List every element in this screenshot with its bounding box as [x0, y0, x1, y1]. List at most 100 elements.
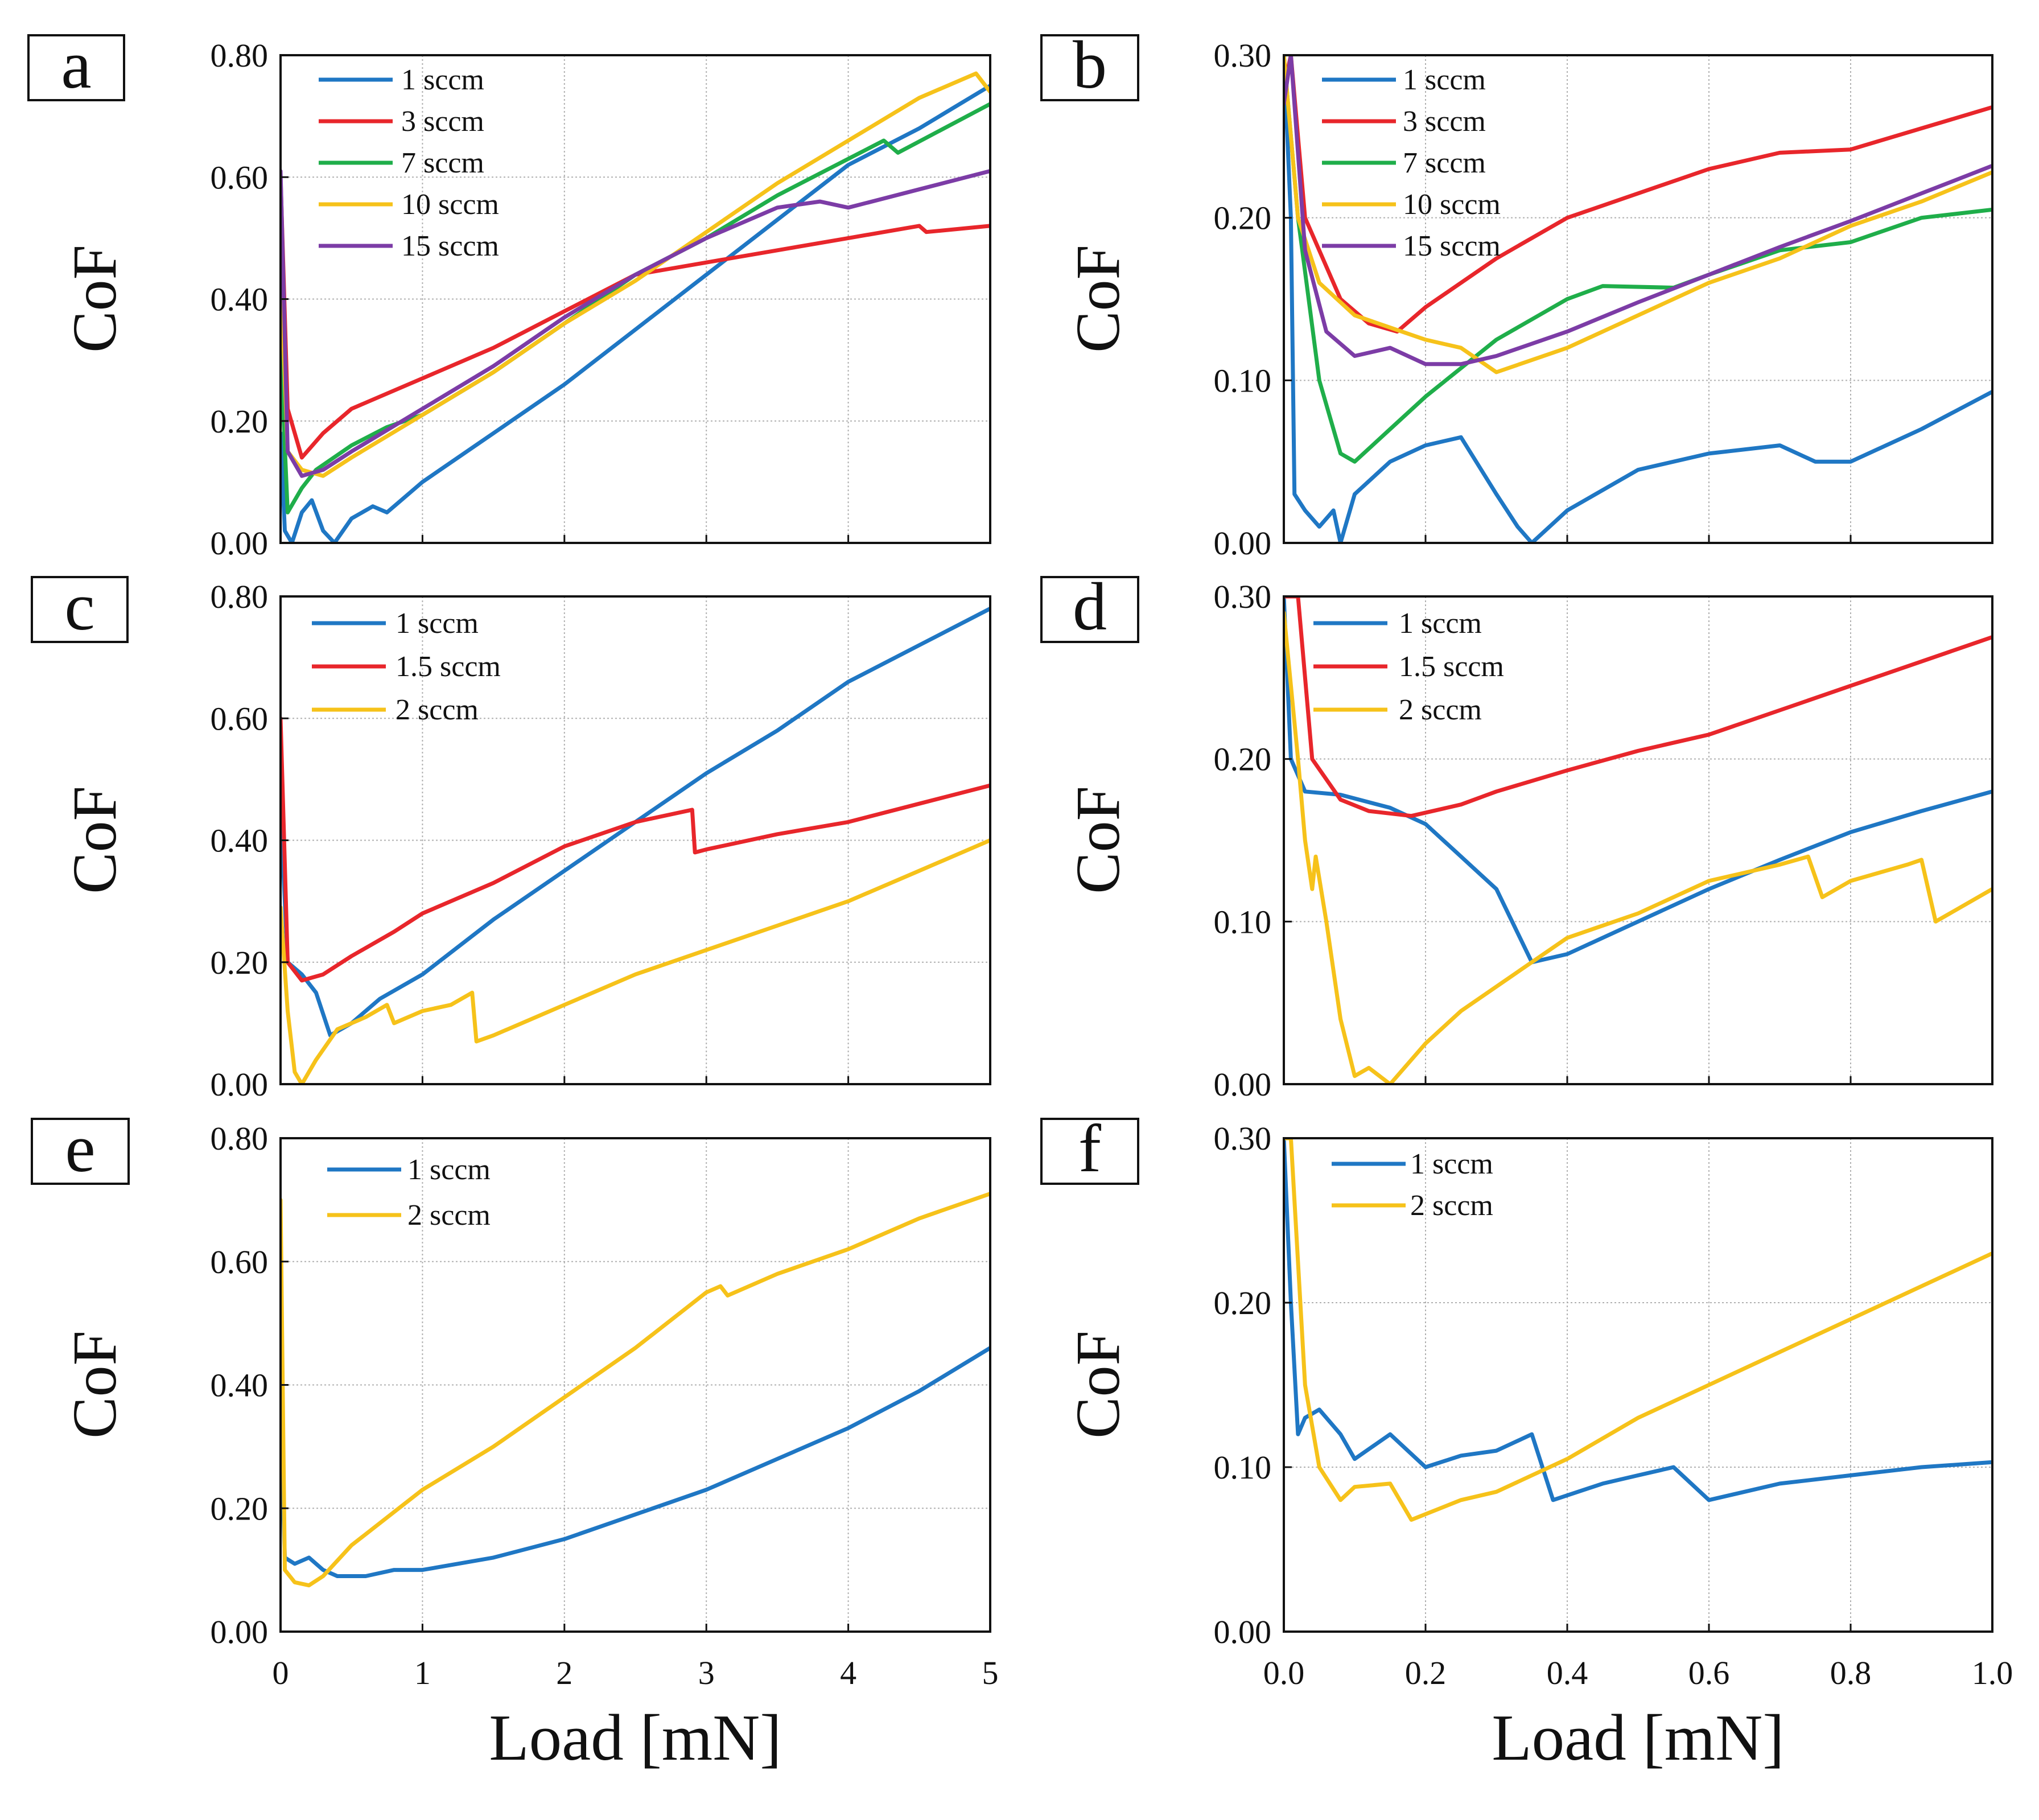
legend-label: 3 sccm [401, 105, 484, 138]
y-axis-label: CoF [60, 245, 129, 353]
y-tick-label: 0.10 [1214, 903, 1272, 940]
y-tick-label: 0.00 [211, 1613, 269, 1650]
series-line-3-sccm [1284, 55, 1992, 334]
legend-label: 2 sccm [396, 694, 479, 726]
plot-frame [1283, 595, 1993, 1085]
x-tick-label: 0.6 [1688, 1654, 1730, 1691]
y-tick-label: 0.10 [1214, 1449, 1272, 1486]
panel-letter: c [64, 569, 94, 644]
series-line-1-sccm [281, 1346, 990, 1578]
legend-label: 10 sccm [1403, 188, 1501, 221]
y-tick-label: 0.20 [1214, 741, 1272, 778]
y-tick-label: 0.60 [211, 159, 269, 196]
legend-label: 1 sccm [1403, 64, 1486, 96]
y-tick-label: 0.60 [211, 1243, 269, 1280]
legend-label: 1 sccm [401, 64, 484, 96]
legend-label: 1 sccm [1410, 1148, 1493, 1180]
panel-letter: f [1078, 1110, 1101, 1186]
legend-label: 10 sccm [401, 188, 499, 221]
x-tick-label: 0.2 [1405, 1654, 1447, 1691]
y-tick-label: 0.20 [1214, 1284, 1272, 1321]
panel-letter-box [31, 576, 129, 643]
x-tick-label: 0.4 [1547, 1654, 1588, 1691]
y-tick-label: 0.40 [211, 281, 269, 318]
y-tick-label: 0.10 [1214, 362, 1272, 399]
y-tick-label: 0.40 [211, 822, 269, 859]
panel-letter-box [27, 34, 125, 101]
y-tick-label: 0.20 [211, 403, 269, 440]
series-line-7-sccm [281, 102, 990, 514]
y-tick-label: 0.00 [1214, 525, 1272, 562]
y-tick-label: 0.80 [211, 578, 269, 615]
y-tick-label: 0.00 [211, 1066, 269, 1103]
y-axis-label: CoF [1063, 1331, 1132, 1439]
plot-frame [1283, 54, 1993, 544]
y-tick-label: 0.80 [211, 1120, 269, 1157]
series-line-10-sccm [1284, 55, 1992, 374]
series-line-1-5-sccm [1284, 596, 1992, 818]
legend-label: 1.5 sccm [396, 650, 501, 683]
series-line-1-sccm [1284, 596, 1992, 965]
series-line-7-sccm [1284, 55, 1992, 464]
plot-frame [1283, 1137, 1993, 1633]
legend-label: 1 sccm [1399, 607, 1482, 640]
series-line-1-sccm [281, 84, 990, 543]
panel-letter: d [1073, 569, 1107, 644]
x-tick-label: 3 [698, 1654, 715, 1691]
panel-letter-box [1040, 576, 1139, 643]
legend-label: 2 sccm [1410, 1189, 1493, 1222]
y-tick-label: 0.30 [1214, 1120, 1272, 1157]
series-line-3-sccm [281, 175, 990, 460]
x-tick-label: 0 [273, 1654, 289, 1691]
y-axis-label: CoF [1063, 786, 1132, 894]
y-tick-label: 0.20 [1214, 200, 1272, 237]
series-line-2-sccm [281, 838, 990, 1084]
y-tick-label: 0.40 [211, 1367, 269, 1404]
panel-c: 0.00 0.20 0.40 0.60 0.80 CoF c 1 sccm 1.5 sccm 2 … [31, 569, 991, 1103]
legend-label: 15 sccm [401, 230, 499, 262]
panel-letter-box [1040, 1118, 1139, 1185]
y-tick-label: 0.00 [211, 525, 269, 562]
legend-label: 1 sccm [407, 1154, 491, 1186]
y-tick-label: 0.00 [1214, 1613, 1272, 1650]
series-line-15-sccm [281, 169, 990, 478]
series-line-15-sccm [1284, 55, 1992, 367]
y-axis-label: CoF [60, 1331, 129, 1439]
panel-letter: b [1073, 27, 1107, 102]
panel-e: 0.00 0.20 0.40 0.60 0.80 0 1 2 3 4 5 Load [mN] CoF e 1… [31, 1110, 999, 1774]
panel-letter-box [31, 1118, 130, 1185]
y-axis-label: CoF [1063, 245, 1132, 353]
series-line-1-5-sccm [281, 716, 990, 983]
legend-label: 7 sccm [1403, 147, 1486, 179]
legend-label: 2 sccm [407, 1199, 491, 1232]
series-line-1-sccm [281, 606, 990, 1037]
legend-label: 7 sccm [401, 147, 484, 179]
x-tick-label: 2 [556, 1654, 572, 1691]
series-line-1-sccm [1284, 55, 1992, 543]
series-line-2-sccm [1284, 611, 1992, 1084]
y-tick-label: 0.20 [211, 1490, 269, 1527]
series-line-1-sccm [1284, 1138, 1992, 1502]
panel-b: 0.00 0.10 0.20 0.30 CoF b 1 sccm 3 sccm 7 sccm 10… [1040, 27, 1993, 562]
panel-f: 0.00 0.10 0.20 0.30 0.0 0.2 0.4 0.6 0.8 1.0 Load [… [1040, 1110, 2013, 1774]
legend-label: 2 sccm [1399, 694, 1482, 726]
x-tick-label: 0.8 [1830, 1654, 1872, 1691]
legend-label: 1 sccm [396, 607, 479, 640]
x-tick-label: 1 [414, 1654, 431, 1691]
x-axis-label: Load [mN] [489, 1702, 781, 1774]
y-tick-label: 0.30 [1214, 37, 1272, 74]
x-tick-label: 4 [840, 1654, 856, 1691]
y-tick-label: 0.30 [1214, 578, 1272, 615]
x-tick-label: 1.0 [1972, 1654, 2013, 1691]
y-tick-label: 0.80 [211, 37, 269, 74]
series-line-2-sccm [281, 1192, 990, 1588]
series-line-2-sccm [1284, 1138, 1992, 1522]
legend-label: 3 sccm [1403, 105, 1486, 138]
legend-label: 1.5 sccm [1399, 650, 1504, 683]
panel-letter: e [65, 1110, 95, 1186]
panel-letter: a [61, 27, 91, 102]
x-tick-label: 0.0 [1263, 1654, 1305, 1691]
y-tick-label: 0.20 [211, 944, 269, 981]
